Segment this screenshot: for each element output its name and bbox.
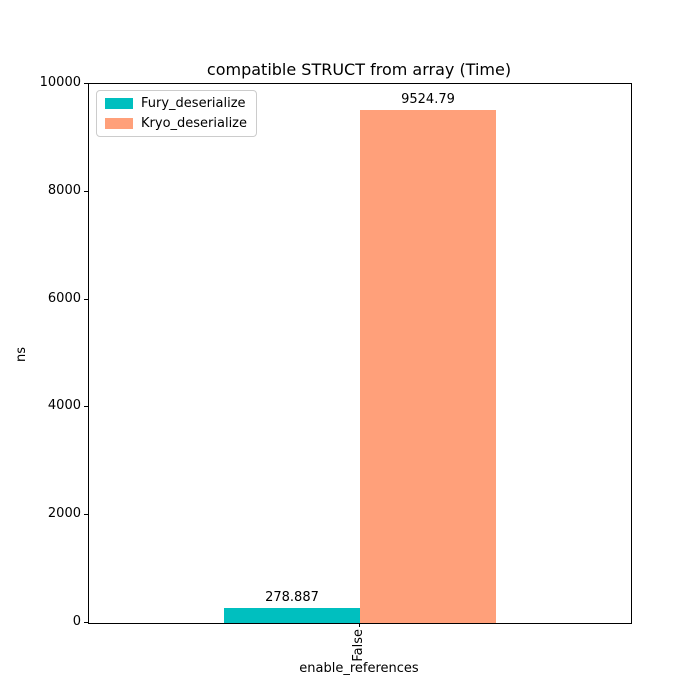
legend-item-fury_deserialize: Fury_deserialize [105,96,247,111]
y-tick-label: 2000 [47,506,81,522]
x-tick-mark [359,623,360,627]
legend-swatch-kryo_deserialize [105,118,133,129]
y-tick-label: 4000 [47,398,81,414]
y-tick-mark [84,622,88,623]
plot-inner: 278.887 9524.79 [89,84,631,623]
y-tick-label: 6000 [47,290,81,306]
y-tick-mark [84,406,88,408]
bar-value-label-fury_deserialize: 278.887 [265,590,319,605]
x-axis-label: enable_references [299,661,419,676]
y-tick-mark [84,83,88,84]
y-tick-mark [84,514,88,516]
y-tick-mark [84,190,88,192]
chart-title: compatible STRUCT from array (Time) [206,60,512,79]
legend-label: Fury_deserialize [141,96,246,111]
legend-swatch-fury_deserialize [105,98,133,109]
y-tick-mark [84,298,88,300]
y-tick-label: 0 [72,614,81,629]
bar-kryo_deserialize [360,110,496,623]
bar-fury_deserialize [224,608,360,623]
legend: Fury_deserialize Kryo_deserialize [96,90,258,137]
y-tick-label: 10000 [39,75,81,90]
legend-label: Kryo_deserialize [141,116,248,131]
y-tick-label: 8000 [47,182,81,198]
plot-area: 278.887 9524.79 Fury_deserialize Kryo_dese… [88,83,632,624]
bar-value-label-kryo_deserialize: 9524.79 [401,92,455,107]
legend-item-kryo_deserialize: Kryo_deserialize [105,116,247,131]
